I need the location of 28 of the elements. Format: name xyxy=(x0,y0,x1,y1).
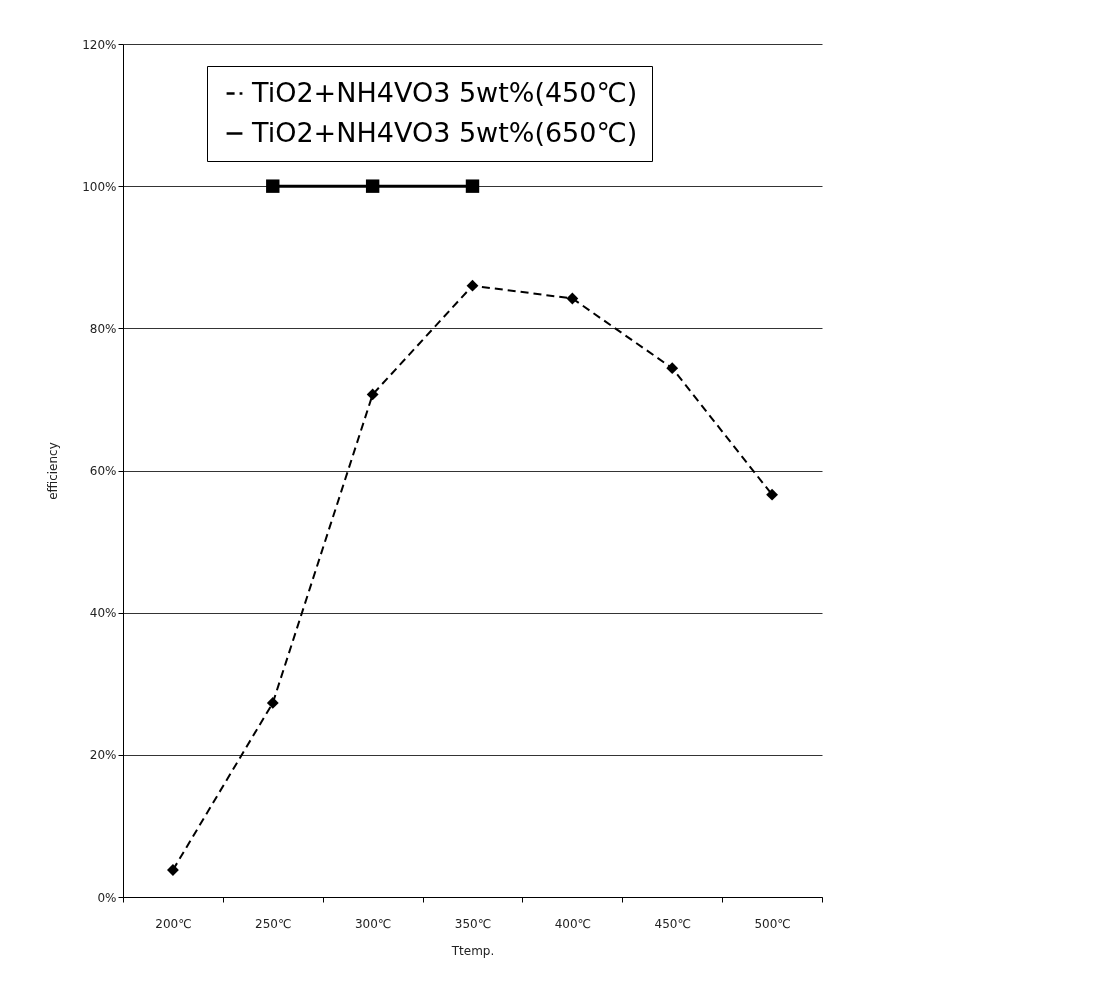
legend-label: TiO2+NH4VO3 5wt%(450℃) xyxy=(251,76,638,108)
x-tick-label: 450℃ xyxy=(654,916,691,931)
legend-label: TiO2+NH4VO3 5wt%(650℃) xyxy=(251,116,638,148)
y-tick-label: 0% xyxy=(97,890,117,905)
x-tick-label: 400℃ xyxy=(554,916,592,931)
point xyxy=(666,362,679,375)
point xyxy=(167,864,179,876)
point xyxy=(465,179,480,193)
y-tick-label: 60% xyxy=(89,464,117,478)
point xyxy=(766,488,778,501)
x-tick-label: 500℃ xyxy=(754,916,791,931)
y-tick-label: 100% xyxy=(82,179,117,194)
point xyxy=(266,697,279,709)
y-axis-title: efficiency xyxy=(46,442,61,500)
x-tick-label: 350℃ xyxy=(454,916,492,931)
x-tick-label: 250℃ xyxy=(255,916,292,931)
y-tick-label: 80% xyxy=(89,321,117,336)
point xyxy=(566,292,579,305)
point xyxy=(266,179,280,193)
y-tick-label: 40% xyxy=(89,606,117,621)
y-tick-label: 20% xyxy=(89,748,117,763)
x-tick-label: 200℃ xyxy=(155,916,192,931)
point xyxy=(366,388,379,401)
x-axis-title: Ttemp. xyxy=(450,943,495,958)
x-tick-label: 300℃ xyxy=(354,916,392,931)
point xyxy=(365,179,380,193)
point xyxy=(466,279,479,292)
y-tick-label: 120% xyxy=(82,37,117,52)
